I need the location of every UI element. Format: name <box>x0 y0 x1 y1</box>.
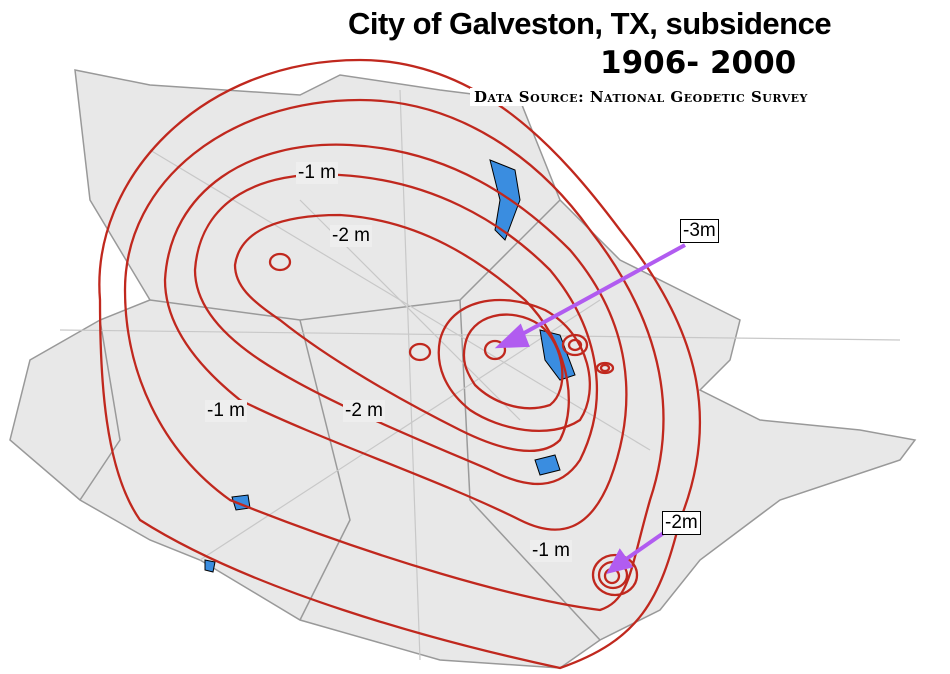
contour-line <box>163 143 628 531</box>
callout-box: -3m <box>680 219 719 243</box>
contour-line <box>462 313 564 410</box>
data-source: Data Source: National Geodetic Survey <box>470 88 812 106</box>
map-title: City of Galveston, TX, subsidence <box>348 6 832 41</box>
contour-line <box>123 98 665 612</box>
subsidence-contours <box>98 58 702 670</box>
contour-line <box>233 213 570 453</box>
callout-box: -2m <box>662 511 701 535</box>
callout-arrows <box>494 243 686 575</box>
contour-label: -1 m <box>205 400 247 422</box>
county-lines <box>79 199 601 641</box>
contour-label: -1 m <box>530 540 572 562</box>
contour-label: -1 m <box>296 162 338 184</box>
contour-line <box>193 173 598 486</box>
roads <box>59 89 901 661</box>
land-region <box>9 69 917 669</box>
map-years: 1906- 2000 <box>600 45 797 81</box>
contour-line <box>98 58 702 670</box>
contour-line <box>437 298 591 432</box>
contour-label: -2 m <box>343 400 385 422</box>
contour-label: -2 m <box>330 225 372 247</box>
